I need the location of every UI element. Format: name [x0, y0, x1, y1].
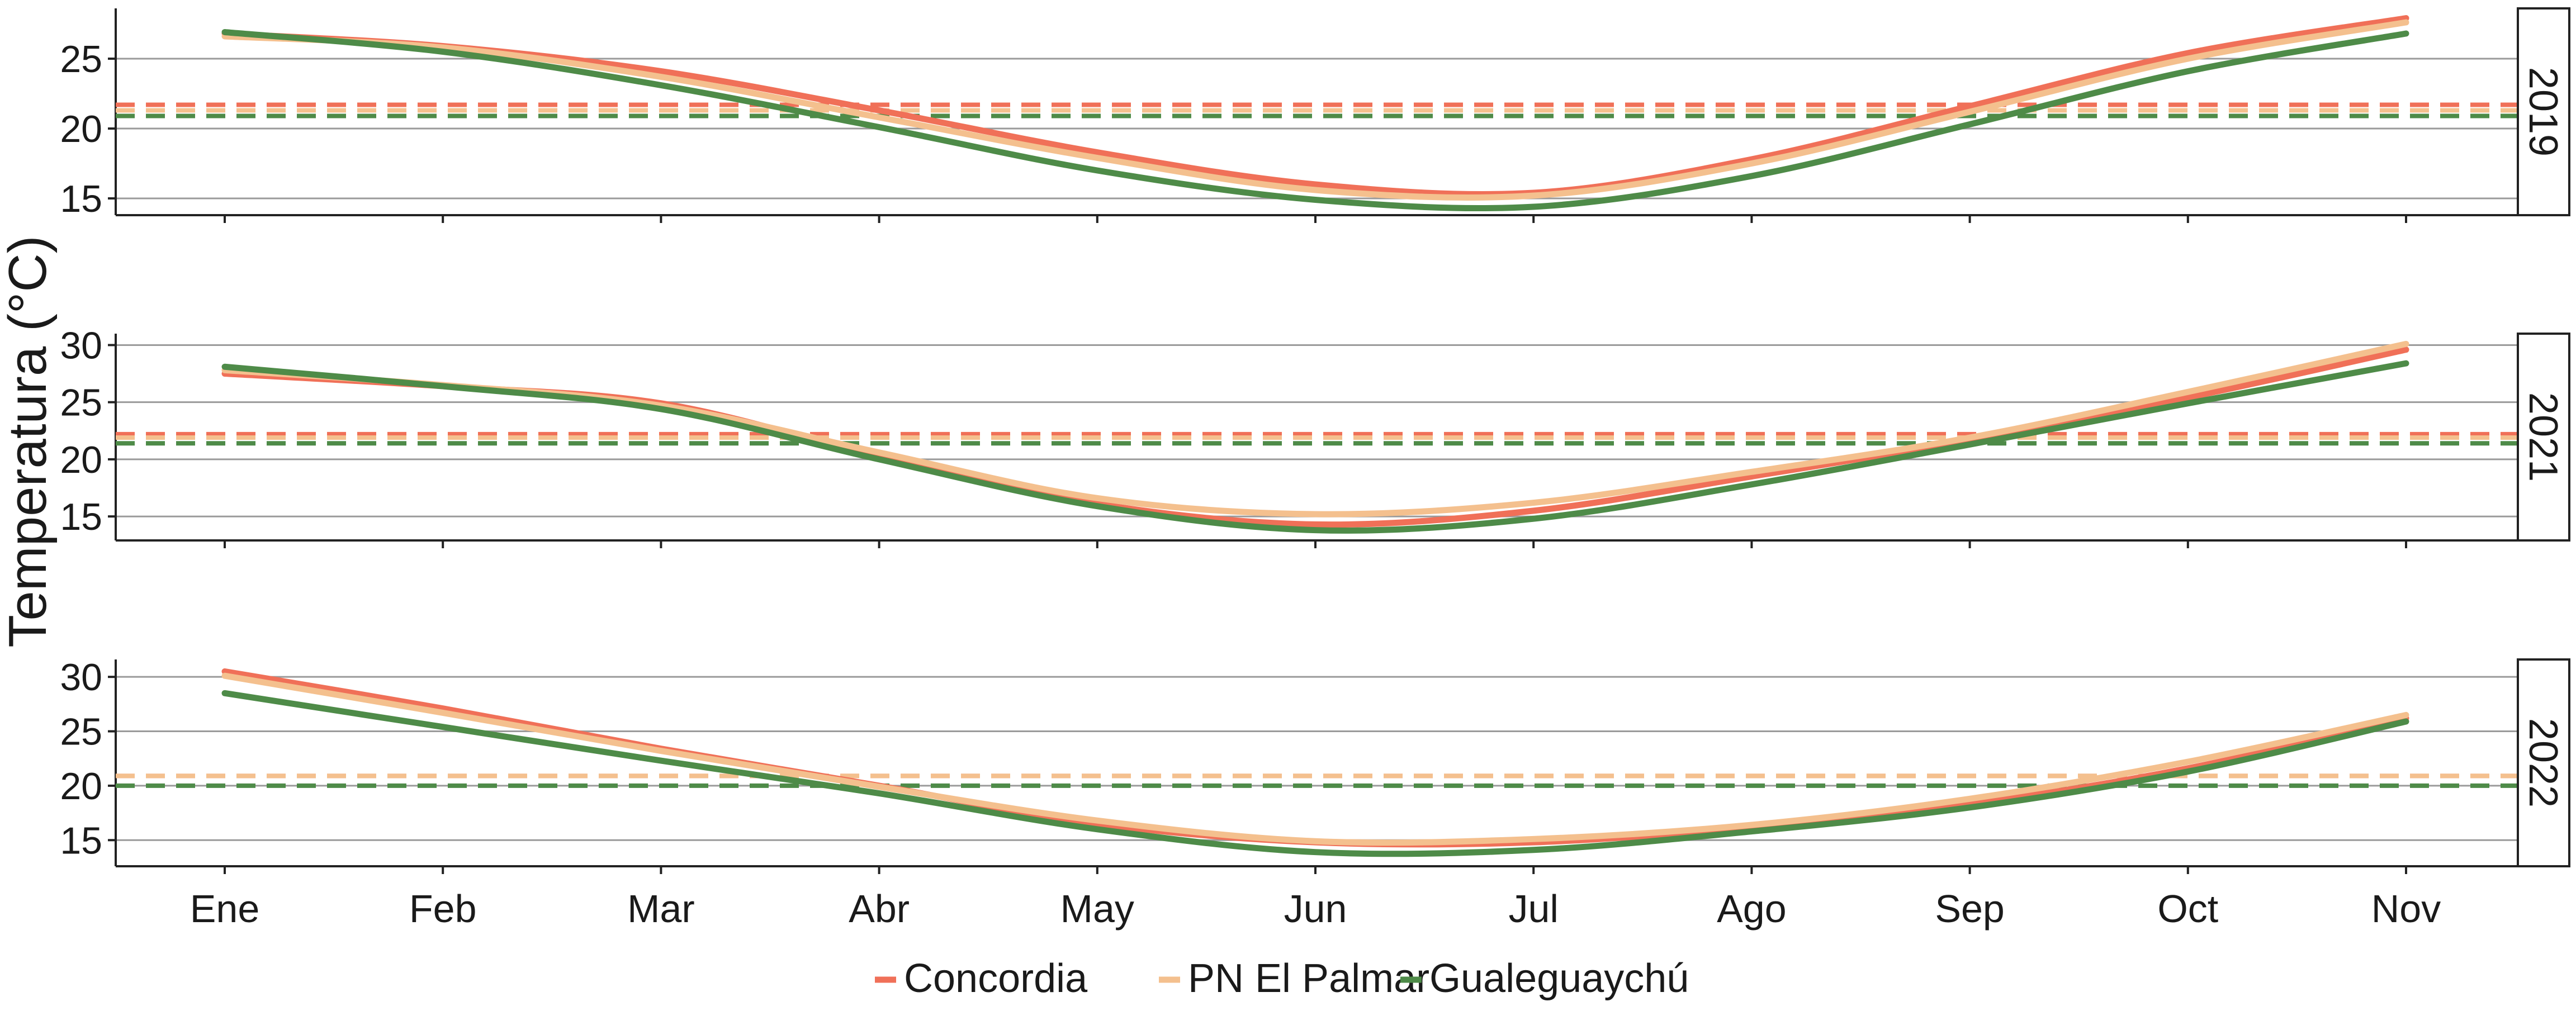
x-tick-label: Feb — [409, 887, 477, 931]
strip-box — [2517, 333, 2570, 542]
x-tick-label: Mar — [627, 887, 695, 931]
strip-box — [2517, 7, 2570, 216]
legend-item: Gualeguaychú — [1400, 956, 1689, 1001]
x-tick-label: May — [1060, 887, 1134, 931]
panel-2021: 15 20 25 30 2021 — [60, 324, 2570, 548]
y-tick-label: 15 — [60, 178, 102, 220]
y-axis-label: Temperatura (°C) — [0, 235, 58, 647]
series-line-gualeguaych- — [221, 690, 2409, 857]
x-tick-label: Sep — [1935, 887, 2005, 931]
x-tick-label: Ago — [1717, 887, 1787, 931]
legend-label: Gualeguaychú — [1429, 956, 1689, 1001]
y-tick-label: 15 — [60, 496, 102, 538]
strip-label-year: 2022 — [2521, 718, 2565, 808]
series-line-concordia — [221, 15, 2409, 198]
series-line-concordia — [221, 668, 2409, 848]
y-tick-label: 20 — [60, 108, 102, 150]
legend-item: Concordia — [875, 956, 1088, 1001]
y-tick-label: 25 — [60, 38, 102, 80]
facet-panels: 15 20 25 2019 15 20 25 30 2021 15 20 25 30 2022 — [60, 7, 2570, 874]
panel-2022: 15 20 25 30 2022 — [60, 656, 2570, 874]
x-tick-label: Oct — [2157, 887, 2218, 931]
y-tick-label: 30 — [60, 324, 102, 367]
legend-label: Concordia — [904, 956, 1088, 1001]
strip-label-year: 2021 — [2521, 392, 2565, 482]
x-tick-label: Nov — [2371, 887, 2441, 931]
legend-item: PN El Palmar — [1159, 956, 1429, 1001]
y-tick-label: 20 — [60, 439, 102, 481]
strip-label-year: 2019 — [2521, 67, 2565, 156]
series-line-gualeguaych- — [221, 360, 2409, 534]
x-tick-label: Jul — [1508, 887, 1558, 931]
series-line-pn-el-palmar — [221, 340, 2409, 518]
y-tick-label: 25 — [60, 382, 102, 424]
y-tick-label: 15 — [60, 819, 102, 862]
legend-label: PN El Palmar — [1188, 956, 1429, 1001]
y-tick-label: 20 — [60, 765, 102, 808]
x-tick-label: Abr — [849, 887, 910, 931]
panel-2019: 15 20 25 2019 — [60, 7, 2570, 223]
x-axis: Ene Feb Mar Abr May Jun Jul Ago Sep Oct Nov — [190, 887, 2441, 931]
x-tick-label: Ene — [190, 887, 260, 931]
legend: Concordia PN El Palmar Gualeguaychú — [875, 956, 1689, 1001]
y-tick-label: 30 — [60, 656, 102, 699]
y-tick-label: 25 — [60, 711, 102, 753]
x-tick-label: Jun — [1284, 887, 1347, 931]
series-line-pn-el-palmar — [221, 672, 2409, 846]
series-line-gualeguaych- — [221, 29, 2409, 212]
strip-box — [2517, 658, 2570, 867]
series-line-pn-el-palmar — [221, 19, 2409, 201]
